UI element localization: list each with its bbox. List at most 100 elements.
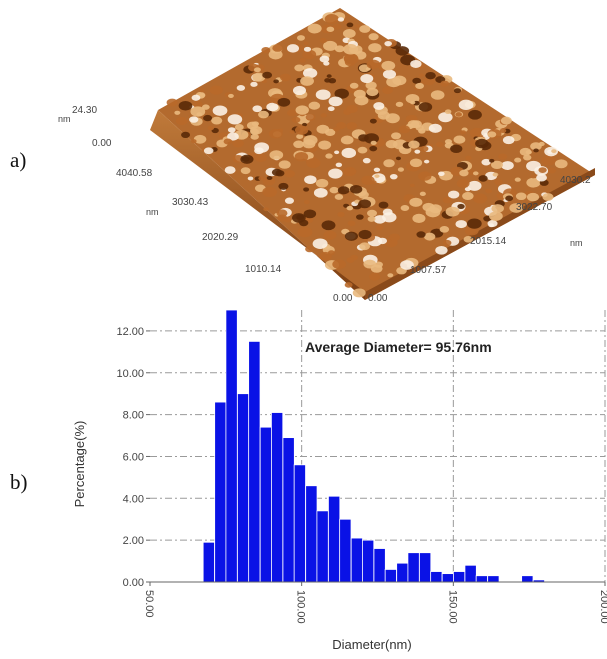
afm-grain xyxy=(333,126,340,132)
afm-grain xyxy=(497,193,506,200)
afm-grain xyxy=(378,201,389,209)
afm-grain xyxy=(324,78,331,83)
afm-grain xyxy=(481,158,491,166)
afm-grain xyxy=(329,186,339,194)
afm-grain xyxy=(375,224,384,231)
afm-y-tick: 4040.58 xyxy=(116,168,153,179)
afm-grain xyxy=(278,182,289,190)
afm-grain xyxy=(419,191,426,196)
histogram-bar xyxy=(362,539,375,583)
panel-b-label: b) xyxy=(10,470,28,494)
afm-grain xyxy=(489,211,503,221)
afm-grain xyxy=(463,235,474,243)
afm-grain xyxy=(538,141,545,147)
afm-grain xyxy=(428,123,442,133)
afm-grain xyxy=(207,125,215,131)
afm-grain xyxy=(305,113,316,121)
afm-x-unit: nm xyxy=(570,238,583,248)
afm-grain xyxy=(462,192,474,201)
afm-grain xyxy=(389,173,398,180)
afm-grain xyxy=(440,80,450,87)
afm-grain xyxy=(505,195,514,202)
afm-grain xyxy=(236,84,246,91)
afm-grain xyxy=(367,209,377,217)
afm-grain xyxy=(344,282,353,288)
x-tick-label: 150.00 xyxy=(446,590,458,624)
histogram-bar xyxy=(464,564,477,583)
afm-grain xyxy=(347,220,356,227)
afm-grain xyxy=(373,167,381,173)
afm-grain xyxy=(247,176,254,181)
histogram-bar xyxy=(373,548,386,583)
afm-grain xyxy=(302,49,317,60)
afm-grain xyxy=(491,160,503,170)
afm-grain xyxy=(362,157,371,164)
y-tick-label: 0.00 xyxy=(123,577,144,589)
afm-grain xyxy=(320,113,327,118)
afm-grain xyxy=(492,172,499,177)
afm-grain xyxy=(420,145,429,152)
afm-grain xyxy=(178,100,193,111)
afm-grain xyxy=(289,130,295,134)
afm-grain xyxy=(438,171,445,177)
histogram-bar xyxy=(430,571,443,583)
afm-right-wall xyxy=(365,168,595,300)
afm-grain xyxy=(294,64,305,72)
afm-grain xyxy=(533,148,539,153)
afm-grain xyxy=(198,88,205,93)
afm-grain xyxy=(273,79,279,84)
afm-grain xyxy=(193,134,207,144)
afm-grain xyxy=(250,133,259,140)
afm-grain xyxy=(435,141,444,148)
afm-grain xyxy=(346,104,358,114)
afm-grain xyxy=(410,100,416,105)
afm-x-axis: 0.00 1007.57 2015.14 nm 3022.70 4030.2 xyxy=(368,175,591,304)
afm-grain xyxy=(369,145,378,152)
afm-grain xyxy=(377,111,390,120)
afm-grain xyxy=(262,71,273,79)
afm-x-tick: 1007.57 xyxy=(410,265,447,276)
x-tick-label: 100.00 xyxy=(295,590,307,624)
afm-grain xyxy=(458,99,474,110)
afm-grain xyxy=(363,259,377,269)
afm-grain xyxy=(198,93,206,98)
afm-grain xyxy=(315,89,331,100)
afm-grain xyxy=(342,29,356,38)
afm-grain xyxy=(335,162,343,168)
afm-z-min: 0.00 xyxy=(92,138,112,149)
afm-grain xyxy=(358,229,372,240)
afm-grain xyxy=(334,88,349,99)
histogram-bar xyxy=(248,340,261,583)
afm-grain xyxy=(191,94,201,101)
afm-grain xyxy=(357,146,368,154)
histogram-bar xyxy=(384,569,397,583)
x-axis-title: Diameter(nm) xyxy=(332,637,411,652)
afm-grain xyxy=(367,216,376,222)
afm-grain xyxy=(354,24,360,28)
afm-grain xyxy=(472,171,479,176)
afm-grain xyxy=(340,135,354,145)
y-tick-label: 6.00 xyxy=(123,451,144,463)
afm-grain xyxy=(321,220,336,231)
histogram-bar xyxy=(441,573,454,583)
afm-grain xyxy=(494,178,503,185)
afm-grain xyxy=(384,41,392,47)
histogram-bar xyxy=(271,412,284,583)
afm-grain xyxy=(408,140,420,149)
afm-x-tick: 3022.70 xyxy=(516,202,553,213)
afm-y-tick: 3030.43 xyxy=(172,197,209,208)
afm-grain xyxy=(366,87,379,97)
afm-grain xyxy=(319,55,330,63)
afm-grain xyxy=(370,140,377,145)
afm-y-tick: 2020.29 xyxy=(202,232,239,243)
afm-grain xyxy=(189,116,199,123)
afm-grain xyxy=(541,155,556,166)
afm-grain xyxy=(450,144,463,154)
afm-grain xyxy=(412,77,422,84)
afm-grain xyxy=(459,169,469,177)
afm-grain xyxy=(302,122,308,127)
afm-grain xyxy=(357,190,369,199)
afm-grain xyxy=(261,47,271,54)
afm-grain xyxy=(421,79,429,85)
histogram-bar xyxy=(214,401,227,583)
